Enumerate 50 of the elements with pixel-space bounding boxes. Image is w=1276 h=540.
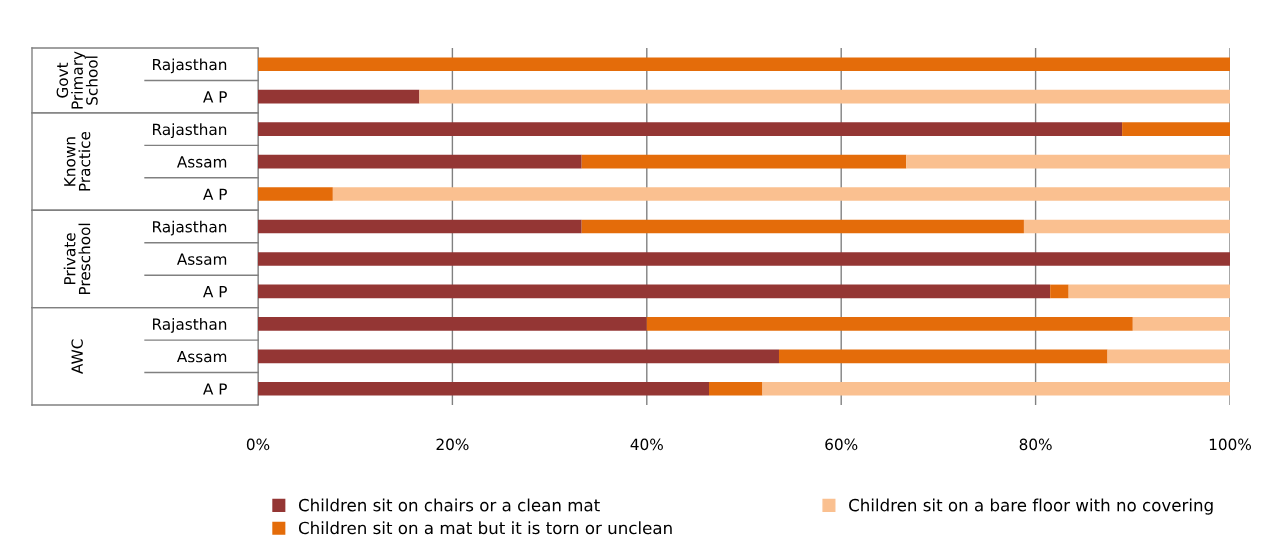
bar (709, 381, 763, 396)
y-tick-label: Assam (176, 253, 227, 265)
legend-label: Children sit on a mat but it is torn or unclean (298, 521, 672, 535)
bar (1132, 317, 1230, 331)
x-tick-label: 100% (1209, 438, 1251, 451)
text: Govt Primary School (56, 51, 98, 109)
text: AWC (71, 339, 83, 374)
bar (258, 154, 582, 169)
bar (258, 219, 582, 234)
legend-label: Children sit on chairs or a clean mat (298, 498, 600, 512)
bar (258, 252, 1230, 266)
bar (258, 187, 333, 201)
y-tick-label: A P (203, 383, 227, 395)
bar (762, 381, 1230, 396)
x-tick-label: 80% (1019, 438, 1052, 451)
bar (581, 154, 907, 169)
y-tick-label: A P (203, 286, 227, 298)
y-tick-label: Rajasthan (153, 220, 227, 236)
bar (1122, 122, 1230, 136)
bar (906, 154, 1230, 169)
x-tick-label: 20% (436, 438, 469, 451)
text: Private Preschool (63, 223, 91, 295)
x-tick-label: 40% (630, 438, 663, 451)
bar (1023, 219, 1230, 234)
bar (1107, 349, 1230, 364)
bar (258, 317, 647, 331)
bar (258, 349, 779, 364)
bar (258, 284, 1051, 299)
bar (332, 187, 1230, 201)
y-tick-label: A P (203, 188, 227, 200)
bar (1050, 284, 1069, 299)
x-tick-label: 60% (825, 438, 858, 451)
y-tick-label: Assam (176, 350, 227, 363)
y-tick-label: Rajasthan (153, 58, 227, 74)
bar (581, 219, 1024, 234)
y-tick-label: Rajasthan (153, 318, 227, 333)
x-tick-label: 0% (246, 438, 270, 451)
bar (778, 349, 1108, 364)
bar (258, 122, 1123, 136)
bar (258, 381, 710, 396)
y-tick-label: Assam (176, 156, 227, 168)
y-tick-label: A P (203, 91, 227, 103)
bar (258, 57, 1230, 72)
bar (258, 89, 420, 104)
bar (419, 89, 1230, 104)
legend-label: Children sit on a bare floor with no covering (849, 498, 1213, 515)
bar (646, 317, 1133, 331)
y-tick-label: Rajasthan (153, 123, 227, 139)
text: Known Practice (64, 131, 91, 191)
bar (1068, 284, 1230, 299)
